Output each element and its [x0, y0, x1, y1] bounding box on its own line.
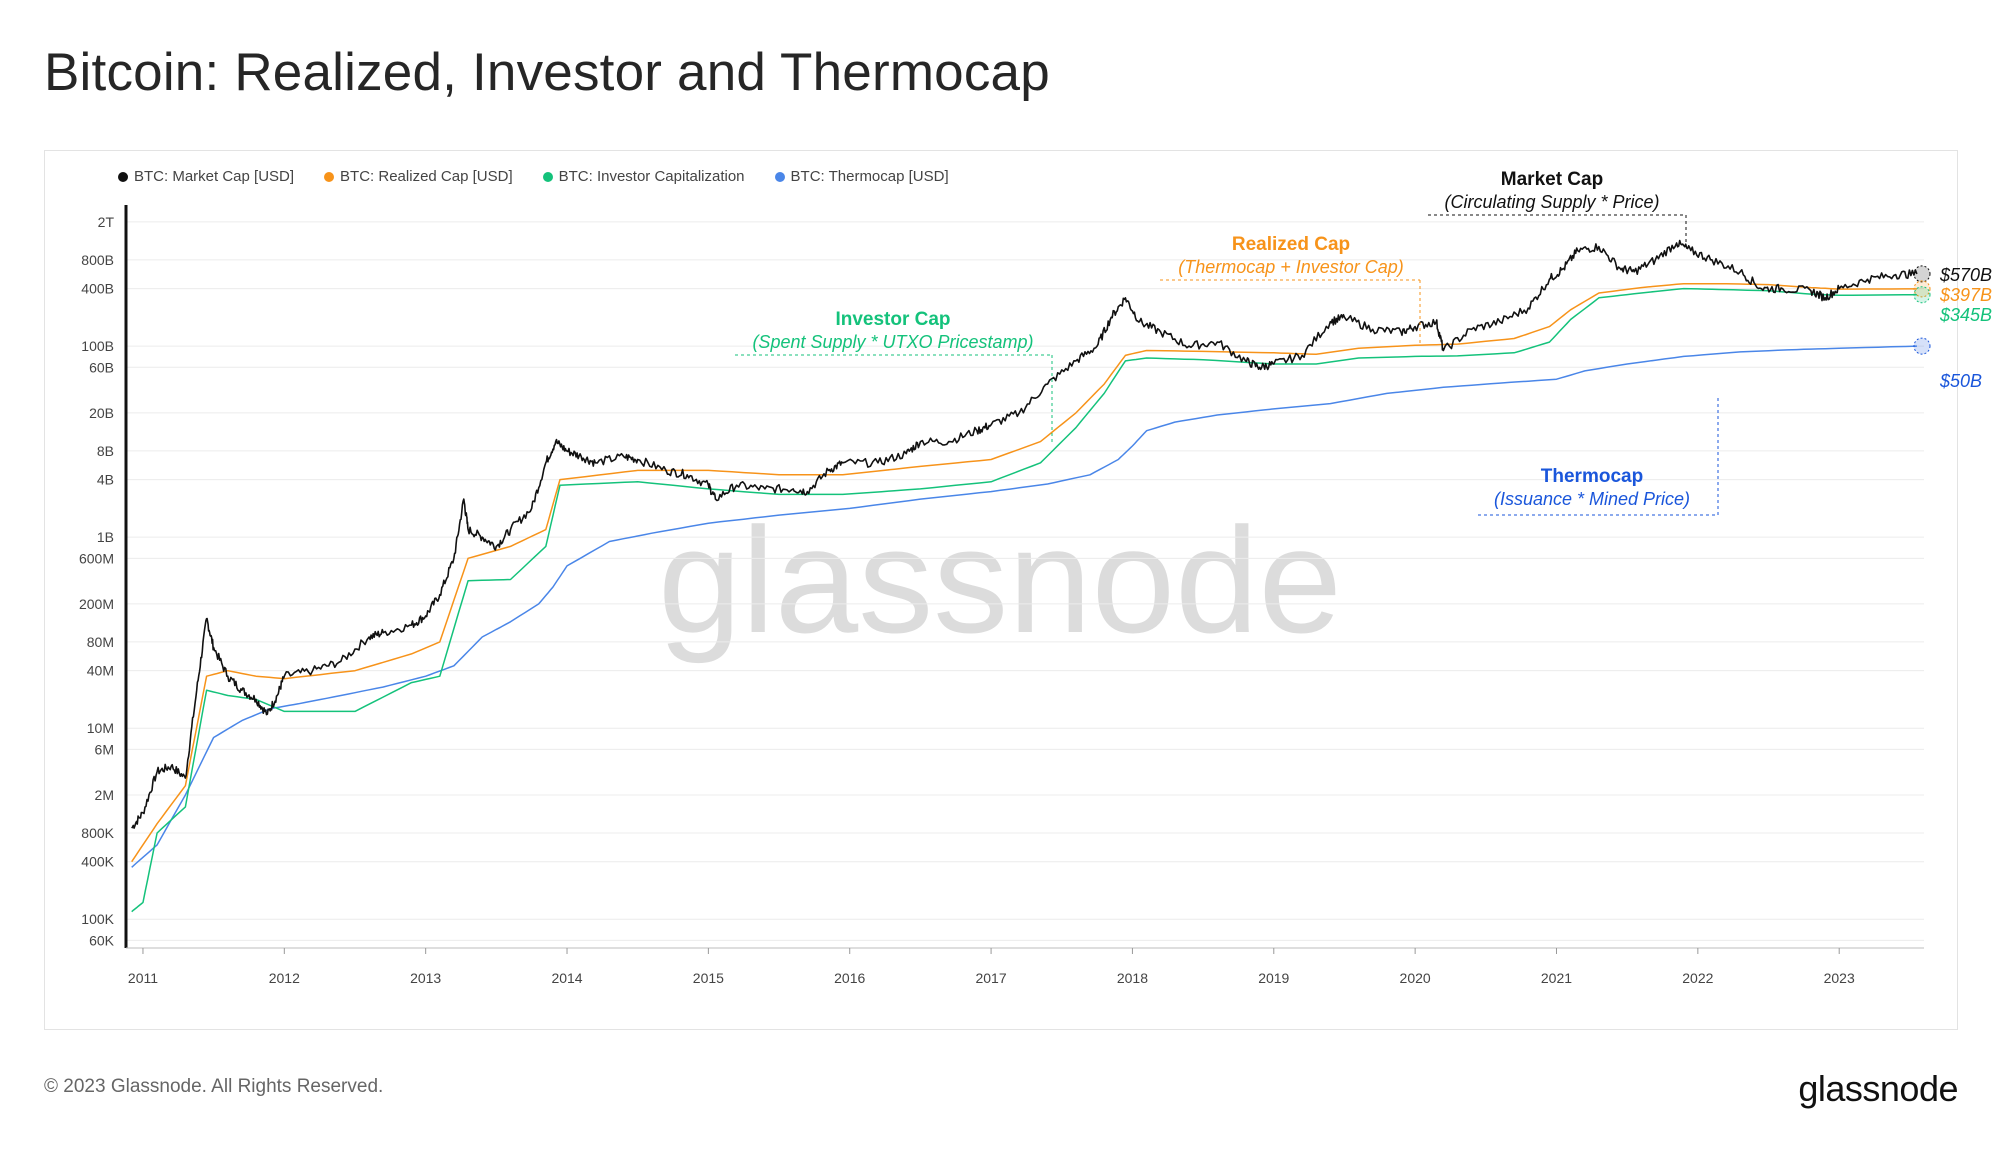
y-tick-label: 100B	[81, 338, 114, 354]
series-thermocap-line	[131, 345, 1917, 868]
x-tick-label: 2012	[269, 970, 300, 986]
y-tick-label: 100K	[81, 911, 114, 927]
annotation-subtitle: (Issuance * Mined Price)	[1494, 489, 1690, 509]
y-tick-label: 60B	[89, 359, 114, 375]
y-tick-label: 2M	[95, 787, 114, 803]
last-value-label: $570B	[1939, 265, 1992, 285]
y-tick-label: 10M	[87, 720, 114, 736]
last-value-marker	[1913, 286, 1931, 304]
annotation-title: Thermocap	[1541, 466, 1643, 487]
annotation-investor-cap: Investor Cap(Spent Supply * UTXO Pricest…	[735, 309, 1053, 445]
last-value-marker	[1913, 280, 1931, 298]
annotation-title: Market Cap	[1501, 169, 1603, 190]
brand-logo: glassnode	[1798, 1068, 1958, 1109]
x-tick-label: 2022	[1682, 970, 1713, 986]
legend-dot-icon	[118, 171, 128, 182]
y-tick-label: 400B	[81, 281, 114, 297]
legend-item-thermocap[interactable]: BTC: Thermocap [USD]	[774, 168, 949, 185]
annotation-realized-cap: Realized Cap(Thermocap + Investor Cap)	[1160, 234, 1421, 345]
legend-label: BTC: Thermocap [USD]	[790, 168, 949, 185]
legend-dot-icon	[542, 171, 553, 182]
y-tick-label: 6M	[95, 741, 114, 757]
legend-item-investor-cap[interactable]: BTC: Investor Capitalization	[542, 168, 745, 185]
y-tick-label: 400K	[81, 854, 114, 870]
legend-dot-icon	[774, 171, 785, 182]
x-tick-label: 2020	[1400, 970, 1431, 986]
y-tick-label: 80M	[87, 634, 114, 650]
page-title: Bitcoin: Realized, Investor and Thermoca…	[44, 43, 1050, 102]
y-tick-label: 200M	[79, 596, 114, 612]
legend-label: BTC: Realized Cap [USD]	[340, 168, 513, 185]
legend-label: BTC: Market Cap [USD]	[134, 168, 295, 185]
y-tick-label: 60K	[89, 932, 115, 948]
legend-dot-icon	[324, 171, 335, 182]
annotation-subtitle: (Thermocap + Investor Cap)	[1178, 257, 1404, 277]
legend-item-realized-cap[interactable]: BTC: Realized Cap [USD]	[324, 168, 513, 185]
legend-item-market-cap[interactable]: BTC: Market Cap [USD]	[118, 168, 294, 185]
last-value-marker	[1913, 337, 1931, 355]
annotation-thermocap: Thermocap(Issuance * Mined Price)	[1478, 398, 1719, 516]
annotation-title: Realized Cap	[1232, 234, 1350, 255]
legend-label: BTC: Investor Capitalization	[558, 168, 745, 185]
x-tick-label: 2023	[1824, 970, 1855, 986]
x-tick-label: 2011	[128, 970, 158, 986]
annotation-market-cap: Market Cap(Circulating Supply * Price)	[1428, 169, 1687, 245]
y-tick-label: 4B	[97, 472, 114, 488]
series-investor-cap-line	[131, 287, 1917, 913]
annotation-title: Investor Cap	[835, 309, 950, 330]
x-tick-label: 2021	[1541, 970, 1572, 986]
annotation-subtitle: (Spent Supply * UTXO Pricestamp)	[752, 332, 1033, 352]
y-tick-label: 40M	[87, 663, 114, 679]
y-tick-label: 600M	[79, 550, 114, 566]
annotation-subtitle: (Circulating Supply * Price)	[1444, 192, 1659, 212]
y-tick-label: 800K	[81, 825, 114, 841]
copyright-text: © 2023 Glassnode. All Rights Reserved.	[44, 1076, 384, 1097]
x-tick-label: 2018	[1117, 970, 1148, 986]
y-tick-label: 8B	[97, 443, 114, 459]
x-tick-label: 2013	[410, 970, 441, 986]
last-value-label: $50B	[1939, 371, 1982, 391]
y-tick-label: 800B	[81, 252, 114, 268]
x-tick-label: 2017	[975, 970, 1006, 986]
series-market-cap-line	[131, 239, 1918, 829]
x-tick-label: 2015	[693, 970, 724, 986]
last-value-label: $345B	[1939, 305, 1992, 325]
watermark-text: glassnode	[658, 496, 1342, 664]
series-realized-cap-line	[131, 282, 1917, 863]
last-value-label: $397B	[1939, 285, 1992, 305]
y-tick-label: 2T	[98, 214, 115, 230]
x-tick-label: 2014	[551, 970, 582, 986]
y-tick-label: 20B	[89, 405, 114, 421]
chart-legend: BTC: Market Cap [USD] BTC: Realized Cap …	[118, 168, 949, 185]
x-tick-label: 2019	[1258, 970, 1289, 986]
x-tick-label: 2016	[834, 970, 865, 986]
y-tick-label: 1B	[97, 529, 114, 545]
last-value-marker	[1913, 265, 1931, 283]
chart-frame	[44, 150, 1958, 1030]
